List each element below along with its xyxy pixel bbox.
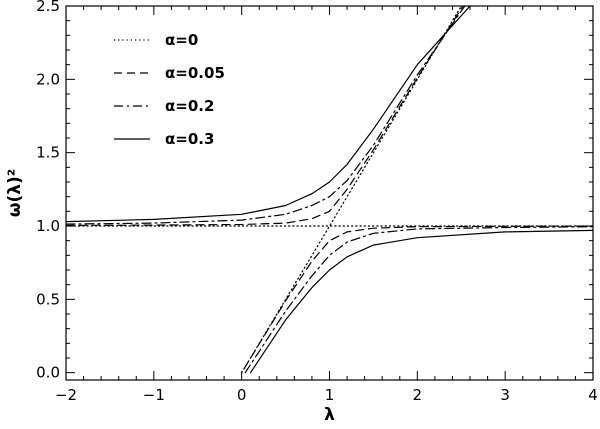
x-axis-label: λ — [324, 405, 335, 425]
y-tick-label: 1.5 — [36, 144, 60, 162]
x-tick-label: 0 — [237, 386, 247, 404]
x-tick-label: −1 — [143, 386, 165, 404]
series-line-3-branch-1 — [249, 229, 593, 374]
series-line-1-branch-0 — [66, 6, 464, 226]
x-tick-label: 4 — [588, 386, 598, 404]
x-tick-label: 1 — [325, 386, 335, 404]
y-tick-label: 2.0 — [36, 70, 60, 88]
series-line-1-branch-1 — [243, 225, 593, 369]
x-tick-label: 3 — [500, 386, 510, 404]
series-line-3-branch-0 — [66, 6, 471, 223]
x-tick-label: −2 — [55, 386, 77, 404]
series-line-2-branch-1 — [244, 226, 593, 374]
series-line-2-branch-0 — [66, 6, 466, 225]
y-tick-label: 0.0 — [36, 364, 60, 382]
y-tick-label: 1.0 — [36, 217, 60, 235]
y-tick-label: 2.5 — [36, 0, 60, 15]
tick-layer: −2 −1 0 1 2 3 4 0.0 0.5 1.0 1.5 2.0 2.5 — [36, 0, 598, 404]
legend-label: α=0.05 — [165, 64, 225, 82]
legend-label: α=0.3 — [165, 130, 214, 148]
plot-frame — [65, 5, 594, 381]
x-tick-label: 2 — [413, 386, 423, 404]
y-tick-label: 0.5 — [36, 290, 60, 308]
series-layer — [66, 6, 593, 374]
legend: α=0 α=0.05 α=0.2 α=0.3 — [114, 31, 225, 148]
legend-label: α=0.2 — [165, 97, 214, 115]
y-axis-label: ω(λ)² — [5, 169, 25, 218]
legend-label: α=0 — [165, 31, 198, 49]
